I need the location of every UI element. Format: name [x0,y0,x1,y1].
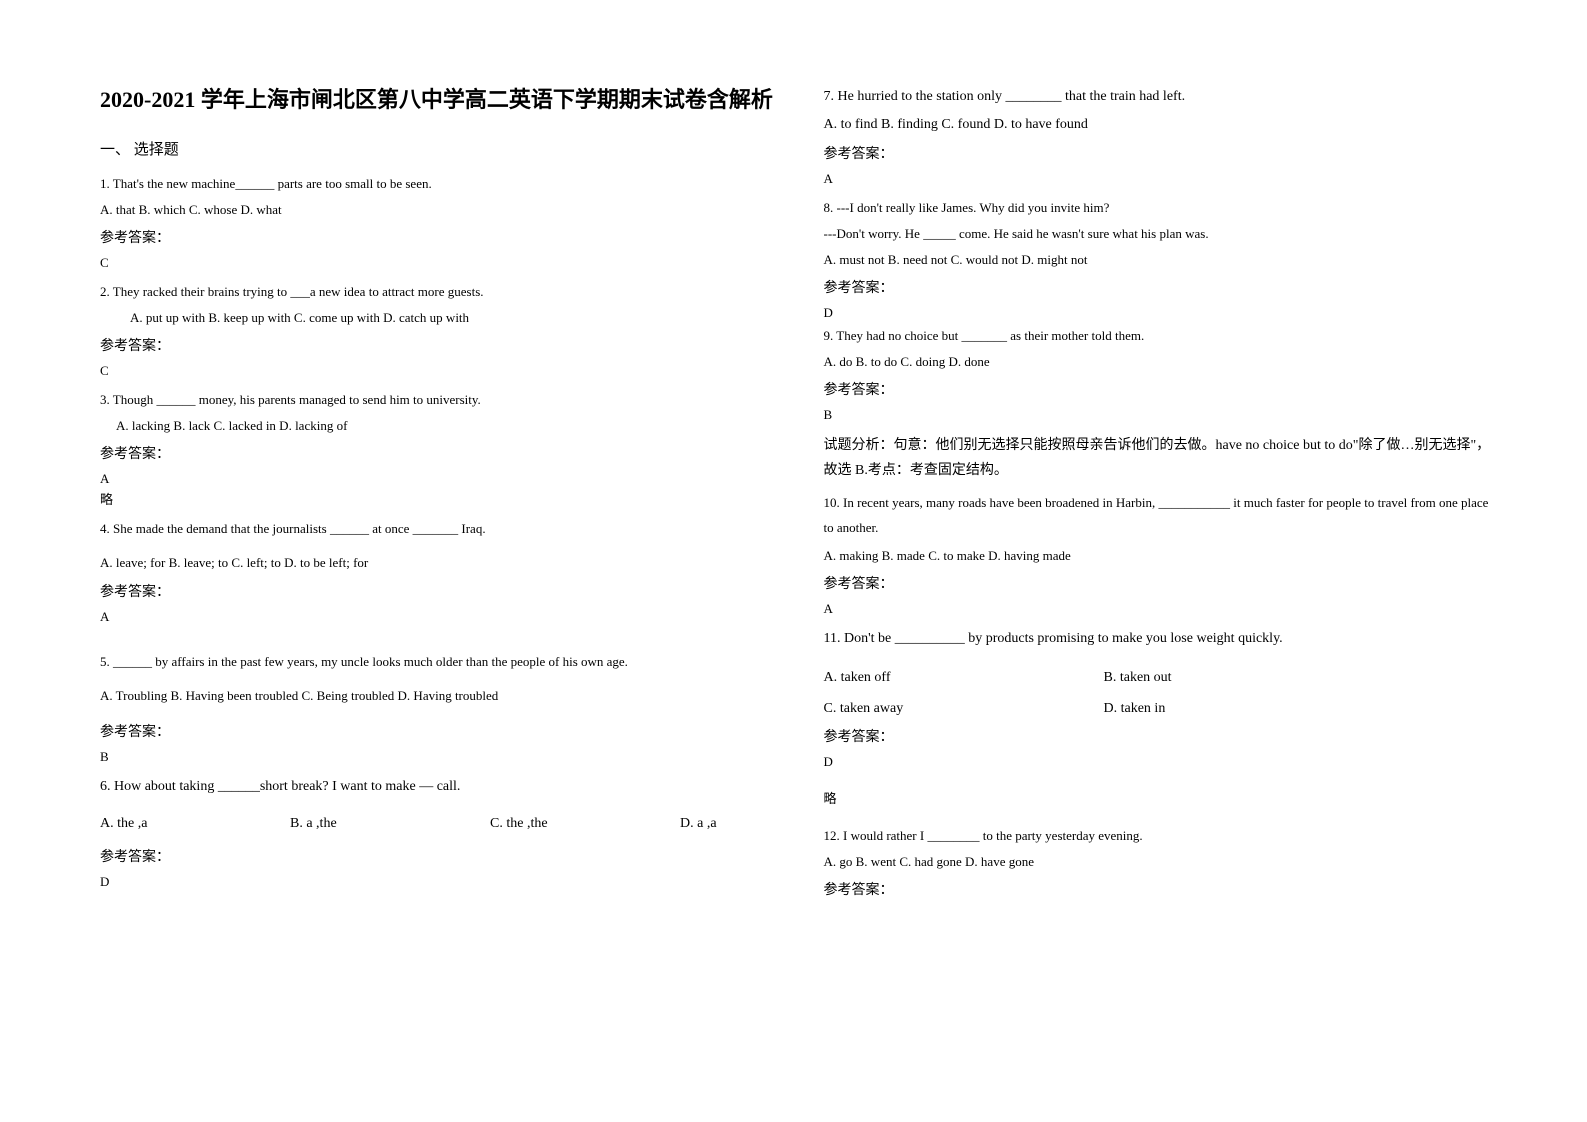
q11-answer-label: 参考答案： [824,726,1498,746]
q8-answer: D [824,305,1498,321]
q10-answer: A [824,601,1498,617]
q1-text: 1. That's the new machine______ parts ar… [100,173,774,195]
q9-options: A. do B. to do C. doing D. done [824,351,1498,373]
left-column: 2020-2021 学年上海市闸北区第八中学高二英语下学期期末试卷含解析 一、 … [100,85,774,1082]
q2-answer: C [100,363,774,379]
q3-note: 略 [100,489,774,508]
q6-opt-b: B. a ,the [290,811,490,836]
q2-text: 2. They racked their brains trying to __… [100,281,774,303]
q11-options-row2: C. taken away D. taken in [824,694,1498,725]
q12-text: 12. I would rather I ________ to the par… [824,825,1498,847]
q11-opt-b: B. taken out [1104,663,1172,694]
q5-answer: B [100,749,774,765]
q8-answer-label: 参考答案： [824,277,1498,297]
right-column: 7. He hurried to the station only ______… [824,85,1498,1082]
q11-opt-d: D. taken in [1104,694,1166,725]
q1-answer-label: 参考答案： [100,227,774,247]
q5-options: A. Troubling B. Having been troubled C. … [100,685,774,707]
q2-answer-label: 参考答案： [100,335,774,355]
q6-opt-c: C. the ,the [490,811,680,836]
q1-answer: C [100,255,774,271]
q2-options: A. put up with B. keep up with C. come u… [100,307,774,329]
q6-options: A. the ,a B. a ,the C. the ,the D. a ,a [100,811,774,836]
q9-text: 9. They had no choice but _______ as the… [824,325,1498,347]
q1-options: A. that B. which C. whose D. what [100,199,774,221]
q6-opt-a: A. the ,a [100,811,290,836]
q3-answer: A [100,471,774,487]
q6-text: 6. How about taking ______short break? I… [100,775,774,799]
q3-text: 3. Though ______ money, his parents mana… [100,389,774,411]
q6-opt-d: D. a ,a [680,811,717,836]
q8-text2: ---Don't worry. He _____ come. He said h… [824,223,1498,245]
q9-analysis: 试题分析：句意：他们别无选择只能按照母亲告诉他们的去做。have no choi… [824,433,1498,483]
q9-answer: B [824,407,1498,423]
q10-answer-label: 参考答案： [824,573,1498,593]
q7-answer-label: 参考答案： [824,143,1498,163]
q4-answer-label: 参考答案： [100,581,774,601]
q7-options: A. to find B. finding C. found D. to hav… [824,113,1498,137]
q4-text: 4. She made the demand that the journali… [100,518,774,540]
q6-answer-label: 参考答案： [100,846,774,866]
q11-options-row1: A. taken off B. taken out [824,663,1498,694]
q11-text: 11. Don't be __________ by products prom… [824,627,1498,651]
q8-options: A. must not B. need not C. would not D. … [824,249,1498,271]
q5-answer-label: 参考答案： [100,721,774,741]
section-header: 一、 选择题 [100,138,774,159]
q7-text: 7. He hurried to the station only ______… [824,85,1498,109]
q3-options: A. lacking B. lack C. lacked in D. lacki… [100,415,774,437]
q3-answer-label: 参考答案： [100,443,774,463]
exam-title: 2020-2021 学年上海市闸北区第八中学高二英语下学期期末试卷含解析 [100,85,774,116]
q4-answer: A [100,609,774,625]
q6-answer: D [100,874,774,890]
q10-text: 10. In recent years, many roads have bee… [824,491,1498,540]
q4-options: A. leave; for B. leave; to C. left; to D… [100,552,774,574]
q7-answer: A [824,171,1498,187]
q12-options: A. go B. went C. had gone D. have gone [824,851,1498,873]
q12-answer-label: 参考答案： [824,879,1498,899]
q11-note: 略 [824,788,1498,807]
q11-answer: D [824,754,1498,770]
q8-text1: 8. ---I don't really like James. Why did… [824,197,1498,219]
q10-options: A. making B. made C. to make D. having m… [824,545,1498,567]
q9-answer-label: 参考答案： [824,379,1498,399]
q5-text: 5. ______ by affairs in the past few yea… [100,651,774,673]
q11-opt-c: C. taken away [824,694,1104,725]
q11-opt-a: A. taken off [824,663,1104,694]
